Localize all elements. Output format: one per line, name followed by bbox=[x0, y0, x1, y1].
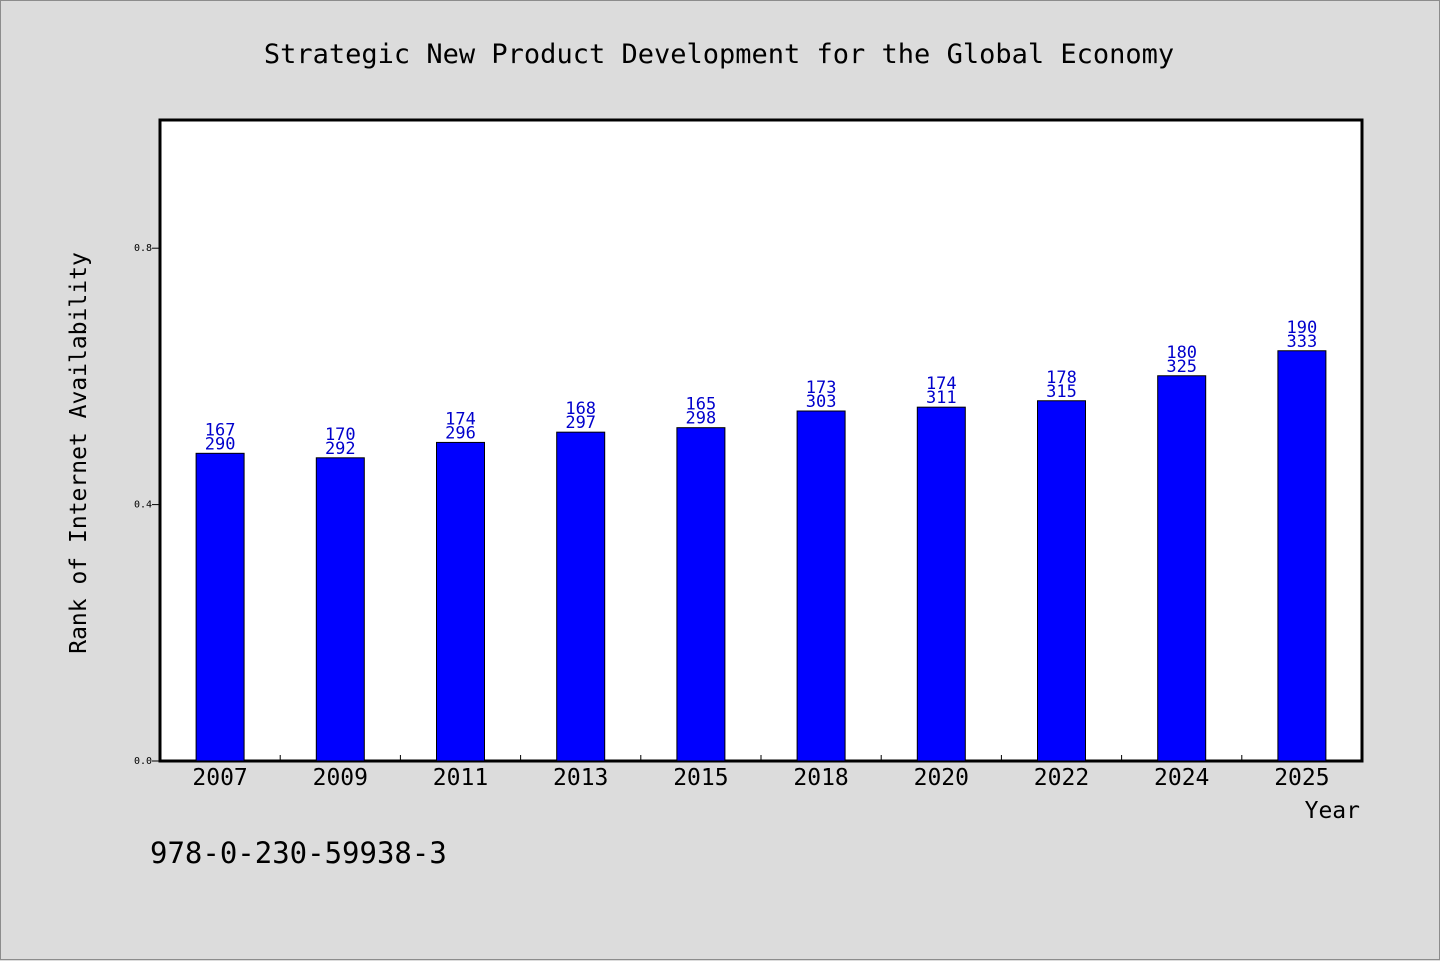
data-label-bottom: 315 bbox=[1046, 382, 1077, 402]
data-label-top: 167 bbox=[205, 420, 236, 440]
x-tick-label: 2013 bbox=[553, 765, 608, 791]
x-tick-label: 2018 bbox=[793, 765, 848, 791]
data-label-bottom: 298 bbox=[686, 409, 717, 429]
bar bbox=[1277, 350, 1327, 762]
y-axis-ticks: 0.0 0.4 0.8 bbox=[134, 243, 160, 767]
data-label-bottom: 311 bbox=[926, 388, 957, 408]
y-tick-label: 0.4 bbox=[134, 500, 152, 511]
x-axis-ticks: 2007 2009 2011 2013 2015 2018 2020 2022 2024 2025 bbox=[192, 755, 1330, 791]
data-label-top: 190 bbox=[1287, 318, 1318, 338]
data-label-bottom: 290 bbox=[205, 434, 236, 454]
data-label-top: 174 bbox=[445, 409, 476, 429]
data-label-bottom: 297 bbox=[565, 413, 596, 433]
data-label-bottom: 333 bbox=[1287, 332, 1318, 352]
bar bbox=[1037, 400, 1086, 762]
data-label-top: 165 bbox=[686, 395, 717, 415]
data-label-top: 174 bbox=[926, 374, 957, 394]
data-label-top: 168 bbox=[565, 399, 596, 419]
data-label-bottom: 292 bbox=[325, 439, 356, 459]
bar bbox=[676, 427, 726, 762]
y-tick-label: 0.0 bbox=[134, 756, 152, 767]
x-tick-label: 2025 bbox=[1274, 765, 1329, 791]
data-label-top: 173 bbox=[806, 378, 837, 398]
x-axis-label: Year bbox=[1305, 798, 1360, 824]
isbn-text: 978-0-230-59938-3 bbox=[150, 836, 447, 870]
bar bbox=[796, 410, 846, 762]
bar bbox=[436, 441, 485, 762]
data-label-bottom: 325 bbox=[1166, 357, 1197, 377]
data-label-top: 170 bbox=[325, 425, 356, 445]
data-label-top: 178 bbox=[1046, 368, 1077, 388]
data-label-bottom: 303 bbox=[806, 392, 837, 412]
x-tick-label: 2007 bbox=[192, 765, 247, 791]
x-tick-label: 2020 bbox=[914, 765, 969, 791]
x-tick-label: 2011 bbox=[433, 765, 488, 791]
y-axis-label: Rank of Internet Availability bbox=[66, 252, 92, 654]
bars bbox=[195, 350, 1327, 762]
bar bbox=[1157, 375, 1207, 762]
bar bbox=[556, 431, 606, 762]
x-tick-label: 2022 bbox=[1034, 765, 1089, 791]
data-label-bottom: 296 bbox=[445, 423, 476, 443]
y-tick-label: 0.8 bbox=[134, 243, 152, 254]
x-tick-label: 2015 bbox=[673, 765, 728, 791]
bar bbox=[315, 457, 365, 762]
x-tick-label: 2024 bbox=[1154, 765, 1209, 791]
chart-title: Strategic New Product Development for th… bbox=[264, 39, 1174, 70]
data-label-top: 180 bbox=[1166, 343, 1197, 363]
bar bbox=[916, 406, 966, 762]
x-tick-label: 2009 bbox=[313, 765, 368, 791]
bar bbox=[195, 452, 245, 762]
